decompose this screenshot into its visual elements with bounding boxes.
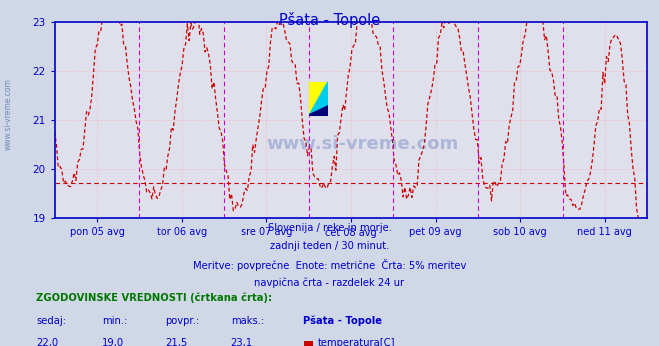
Text: sedaj:: sedaj: — [36, 316, 67, 326]
Text: povpr.:: povpr.: — [165, 316, 199, 326]
Text: Slovenija / reke in morje.: Slovenija / reke in morje. — [268, 223, 391, 233]
Polygon shape — [310, 82, 328, 115]
Text: Pšata - Topole: Pšata - Topole — [303, 316, 382, 326]
Text: temperatura[C]: temperatura[C] — [318, 338, 395, 346]
Text: ZGODOVINSKE VREDNOSTI (črtkana črta):: ZGODOVINSKE VREDNOSTI (črtkana črta): — [36, 292, 272, 303]
Polygon shape — [310, 106, 328, 116]
Text: 23,1: 23,1 — [231, 338, 253, 346]
Text: Meritve: povprečne  Enote: metrične  Črta: 5% meritev: Meritve: povprečne Enote: metrične Črta:… — [193, 259, 466, 271]
Polygon shape — [310, 82, 328, 115]
Text: ■: ■ — [303, 338, 314, 346]
Text: www.si-vreme.com: www.si-vreme.com — [267, 135, 459, 153]
Text: www.si-vreme.com: www.si-vreme.com — [4, 78, 13, 150]
Text: min.:: min.: — [102, 316, 128, 326]
Text: maks.:: maks.: — [231, 316, 264, 326]
Text: 21,5: 21,5 — [165, 338, 187, 346]
Text: Pšata - Topole: Pšata - Topole — [279, 12, 380, 28]
Text: navpična črta - razdelek 24 ur: navpična črta - razdelek 24 ur — [254, 277, 405, 288]
Text: 19,0: 19,0 — [102, 338, 125, 346]
Text: zadnji teden / 30 minut.: zadnji teden / 30 minut. — [270, 241, 389, 251]
Text: 22,0: 22,0 — [36, 338, 59, 346]
